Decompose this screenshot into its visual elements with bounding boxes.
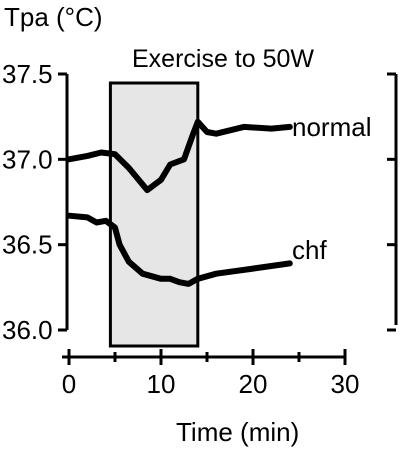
x-tick-label: 30: [331, 369, 360, 399]
x-tick-label: 0: [62, 369, 76, 399]
series-line-normal: [66, 118, 293, 194]
series-label-normal: normal: [292, 112, 371, 142]
series-line-chf: [66, 212, 293, 287]
y-axis-label: Tpa (°C): [4, 2, 103, 32]
exercise-period-box: [108, 81, 200, 348]
x-tick-label: 20: [239, 369, 268, 399]
y-tick-label: 37.5: [2, 59, 53, 89]
exercise-annotation: Exercise to 50W: [132, 45, 314, 73]
series-label-chf: chf: [292, 235, 327, 265]
x-axis-label: Time (min): [176, 417, 299, 447]
y-tick-label: 36.5: [2, 230, 53, 260]
x-tick-label: 10: [147, 369, 176, 399]
y-tick-label: 37.0: [2, 144, 53, 174]
y-tick-label: 36.0: [2, 315, 53, 345]
